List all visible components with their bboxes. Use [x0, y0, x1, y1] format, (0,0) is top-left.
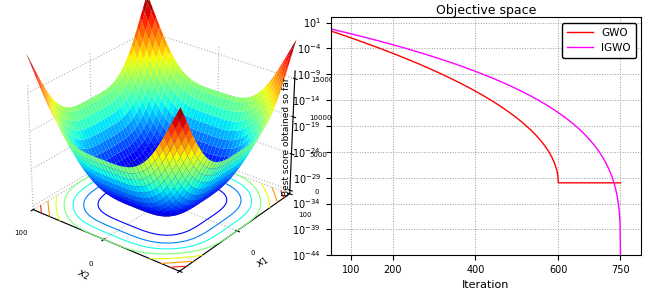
IGWO — [366, 37, 373, 40]
GWO — [366, 43, 373, 46]
IGWO — [409, 49, 417, 52]
Line: GWO: GWO — [310, 24, 621, 183]
IGWO — [306, 23, 314, 26]
IGWO — [552, 109, 560, 113]
GWO — [409, 60, 417, 63]
X-axis label: Iteration: Iteration — [462, 280, 510, 290]
GWO — [552, 165, 560, 169]
Title: Objective space: Objective space — [436, 4, 536, 17]
X-axis label: $x_2$: $x_2$ — [75, 267, 91, 283]
Line: IGWO: IGWO — [310, 24, 621, 255]
IGWO — [488, 76, 496, 79]
GWO — [306, 23, 314, 26]
Y-axis label: $x_1$: $x_1$ — [254, 254, 272, 271]
GWO — [504, 110, 512, 113]
IGWO — [617, 253, 625, 257]
GWO — [617, 181, 625, 184]
GWO — [445, 76, 453, 79]
IGWO — [504, 83, 512, 86]
Y-axis label: Best score obtained so far: Best score obtained so far — [282, 77, 291, 195]
IGWO — [445, 60, 453, 64]
GWO — [488, 99, 496, 102]
Legend: GWO, IGWO: GWO, IGWO — [562, 23, 636, 58]
GWO — [555, 181, 563, 184]
